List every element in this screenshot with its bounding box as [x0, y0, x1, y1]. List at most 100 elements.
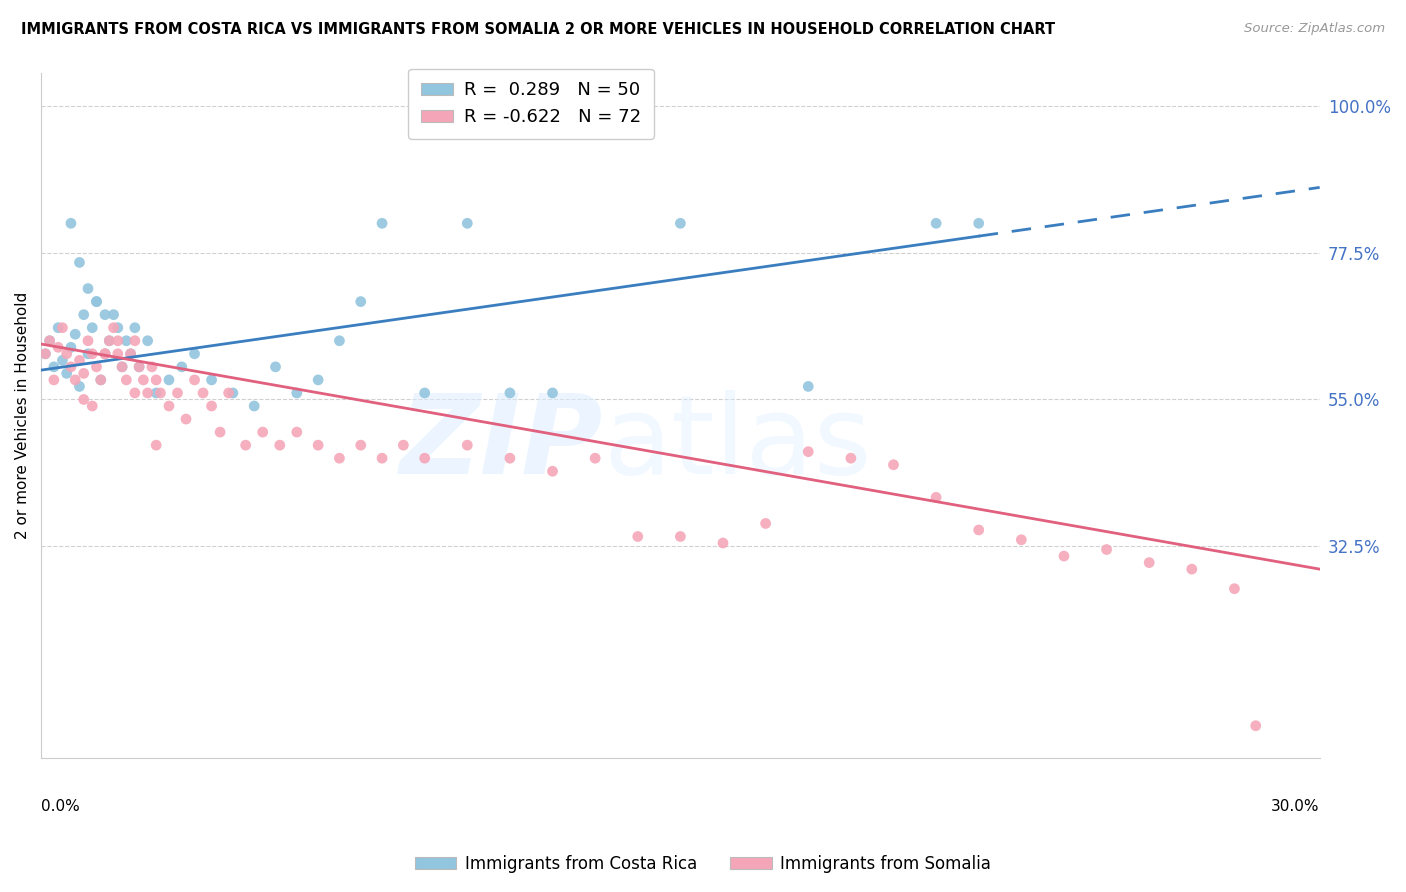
- Point: [69, 379, 91, 393]
- Point: [882, 458, 904, 472]
- Point: [371, 451, 394, 466]
- Point: [541, 386, 564, 401]
- Text: ZIP: ZIP: [401, 390, 603, 497]
- Point: [583, 451, 606, 466]
- Point: [34, 347, 56, 361]
- Point: [128, 359, 150, 374]
- Point: [252, 425, 274, 439]
- Point: [541, 464, 564, 478]
- Point: [350, 294, 373, 309]
- Point: [73, 308, 96, 322]
- Point: [124, 386, 146, 401]
- Point: [145, 386, 167, 401]
- Point: [94, 347, 117, 361]
- Point: [711, 536, 734, 550]
- Point: [307, 438, 329, 452]
- Point: [59, 216, 82, 230]
- Point: [1010, 533, 1032, 547]
- Legend: R =  0.289   N = 50, R = -0.622   N = 72: R = 0.289 N = 50, R = -0.622 N = 72: [408, 69, 654, 139]
- Point: [51, 353, 73, 368]
- Text: IMMIGRANTS FROM COSTA RICA VS IMMIGRANTS FROM SOMALIA 2 OR MORE VEHICLES IN HOUS: IMMIGRANTS FROM COSTA RICA VS IMMIGRANTS…: [21, 22, 1056, 37]
- Point: [392, 438, 415, 452]
- Point: [82, 347, 104, 361]
- Point: [111, 359, 134, 374]
- Point: [55, 347, 77, 361]
- Point: [34, 347, 56, 361]
- Point: [149, 386, 172, 401]
- Point: [77, 334, 100, 348]
- Point: [145, 373, 167, 387]
- Point: [285, 425, 308, 439]
- Point: [51, 320, 73, 334]
- Point: [413, 386, 436, 401]
- Point: [98, 334, 121, 348]
- Point: [350, 438, 373, 452]
- Point: [115, 373, 138, 387]
- Point: [46, 340, 69, 354]
- Point: [166, 386, 188, 401]
- Point: [235, 438, 257, 452]
- Point: [86, 294, 108, 309]
- Point: [627, 529, 650, 543]
- Point: [755, 516, 778, 531]
- Point: [77, 347, 100, 361]
- Point: [499, 451, 522, 466]
- Point: [90, 373, 112, 387]
- Point: [174, 412, 197, 426]
- Point: [69, 255, 91, 269]
- Point: [1223, 582, 1246, 596]
- Point: [55, 367, 77, 381]
- Point: [145, 438, 167, 452]
- Point: [111, 359, 134, 374]
- Point: [200, 399, 222, 413]
- Point: [839, 451, 862, 466]
- Point: [107, 320, 129, 334]
- Point: [69, 353, 91, 368]
- Point: [264, 359, 287, 374]
- Text: Source: ZipAtlas.com: Source: ZipAtlas.com: [1244, 22, 1385, 36]
- Point: [115, 334, 138, 348]
- Point: [107, 347, 129, 361]
- Point: [136, 334, 159, 348]
- Point: [94, 347, 117, 361]
- Point: [157, 373, 180, 387]
- Point: [38, 334, 60, 348]
- Point: [77, 281, 100, 295]
- Point: [63, 327, 86, 342]
- Point: [669, 529, 692, 543]
- Point: [797, 379, 820, 393]
- Point: [371, 216, 394, 230]
- Point: [136, 386, 159, 401]
- Point: [925, 216, 948, 230]
- Point: [46, 320, 69, 334]
- Point: [82, 320, 104, 334]
- Point: [59, 359, 82, 374]
- Point: [73, 367, 96, 381]
- Point: [42, 359, 65, 374]
- Point: [157, 399, 180, 413]
- Point: [1137, 556, 1160, 570]
- Point: [218, 386, 240, 401]
- Point: [86, 359, 108, 374]
- Point: [285, 386, 308, 401]
- Point: [1244, 719, 1267, 733]
- Point: [124, 320, 146, 334]
- Point: [103, 320, 125, 334]
- Point: [128, 359, 150, 374]
- Point: [59, 340, 82, 354]
- Point: [73, 392, 96, 407]
- Y-axis label: 2 or more Vehicles in Household: 2 or more Vehicles in Household: [15, 293, 30, 540]
- Point: [86, 294, 108, 309]
- Point: [269, 438, 291, 452]
- Point: [183, 347, 205, 361]
- Point: [183, 373, 205, 387]
- Point: [124, 334, 146, 348]
- Point: [328, 334, 350, 348]
- Point: [499, 386, 522, 401]
- Legend: Immigrants from Costa Rica, Immigrants from Somalia: Immigrants from Costa Rica, Immigrants f…: [408, 848, 998, 880]
- Point: [222, 386, 245, 401]
- Point: [107, 334, 129, 348]
- Text: atlas: atlas: [603, 390, 872, 497]
- Point: [170, 359, 193, 374]
- Point: [243, 399, 266, 413]
